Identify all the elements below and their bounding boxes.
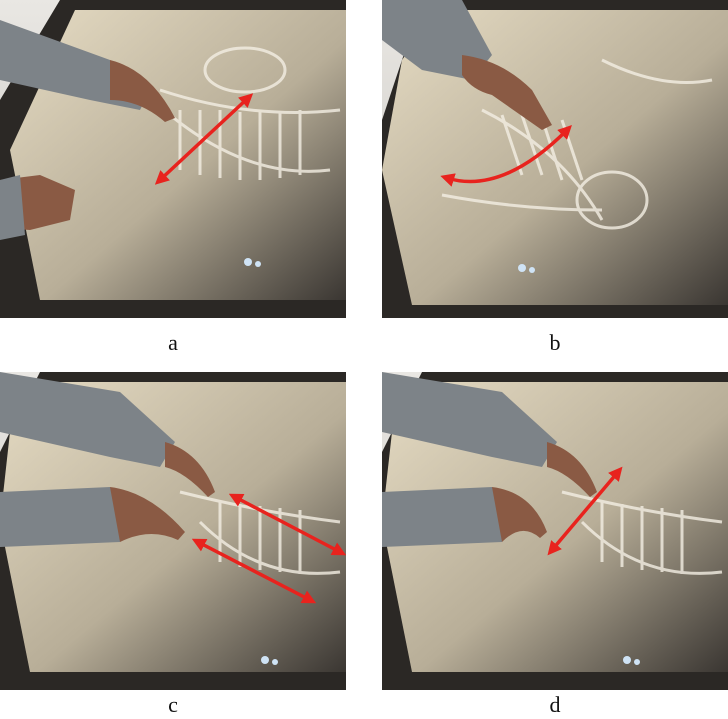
right-hand (165, 442, 215, 497)
left-sleeve (382, 487, 512, 547)
right-sleeve (382, 372, 557, 467)
left-hand (110, 487, 185, 542)
pinch-arrow (547, 466, 623, 556)
caption-d: d (549, 692, 561, 717)
caption-b: b (549, 330, 561, 355)
spread-arrow-bottom (191, 538, 317, 604)
right-sleeve (0, 372, 175, 467)
left-hand (492, 487, 547, 542)
photo-panel-a (0, 0, 346, 318)
spread-arrow-top (228, 493, 346, 556)
caption-a: a (168, 330, 178, 355)
pinch-arrow (154, 93, 254, 185)
hand-pointing (462, 55, 552, 130)
photo-panel-b (382, 0, 728, 318)
caption-c: c (168, 692, 178, 717)
photo-panel-c (0, 372, 346, 690)
rotate-arrow (440, 125, 572, 187)
left-sleeve (0, 175, 25, 240)
left-sleeve (0, 487, 130, 547)
photo-panel-d (382, 372, 728, 690)
